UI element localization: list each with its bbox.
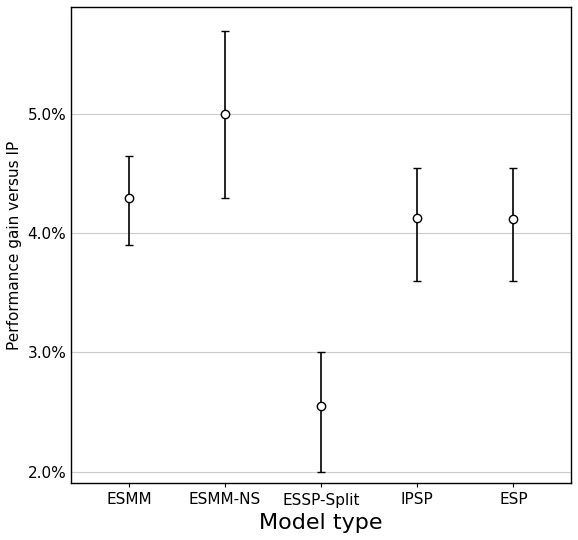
Y-axis label: Performance gain versus IP: Performance gain versus IP: [7, 140, 22, 350]
X-axis label: Model type: Model type: [260, 513, 383, 533]
